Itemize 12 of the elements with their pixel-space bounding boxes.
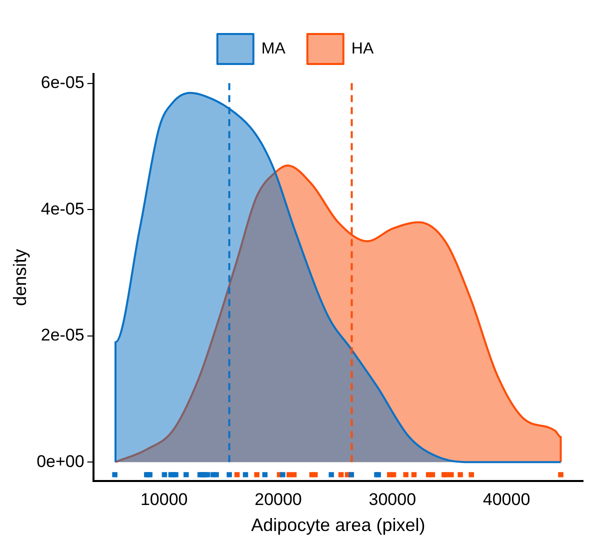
x-tick-label: 10000	[140, 490, 188, 509]
y-tick-label: 0e+00	[36, 452, 84, 471]
y-axis-title: density	[10, 248, 30, 306]
legend-label: MA	[261, 40, 286, 58]
x-tick-label: 40000	[482, 490, 530, 509]
y-tick-label: 6e-05	[40, 73, 84, 92]
x-tick-label: 30000	[368, 490, 416, 509]
y-tick-label: 4e-05	[40, 199, 84, 218]
x-tick-label: 20000	[254, 490, 302, 509]
legend-label: HA	[351, 40, 374, 58]
x-axis-title: Adipocyte area (pixel)	[251, 515, 426, 536]
y-tick-label: 2e-05	[40, 326, 84, 345]
